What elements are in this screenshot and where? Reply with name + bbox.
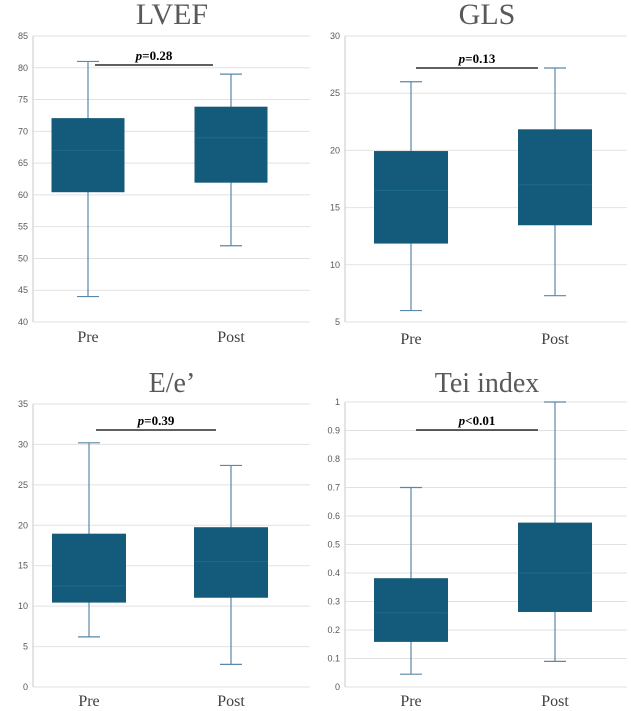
p-value: =0.13 bbox=[465, 51, 496, 66]
y-tick-label: 30 bbox=[330, 31, 340, 41]
y-tick-label: 5 bbox=[335, 317, 340, 327]
p-value-label: p<0.01 bbox=[458, 413, 496, 428]
y-tick-label: 0 bbox=[23, 682, 28, 692]
y-tick-label: 0.5 bbox=[327, 540, 340, 550]
y-tick-label: 1 bbox=[335, 397, 340, 407]
p-value-label: p=0.13 bbox=[458, 51, 496, 66]
y-tick-label: 75 bbox=[18, 95, 28, 105]
y-tick-label: 70 bbox=[18, 126, 28, 136]
y-tick-label: 0.7 bbox=[327, 483, 340, 493]
box-pre bbox=[374, 81, 448, 312]
y-tick-label: 15 bbox=[18, 561, 28, 571]
y-tick-label: 80 bbox=[18, 63, 28, 73]
boxplot-panel-4: 0 0.1 0.2 0.3 0.4 0.5 0.6 0.7 0.8 0.9 1 Tei index Pr… bbox=[327, 368, 627, 710]
x-category-label: Post bbox=[217, 329, 245, 346]
y-tick-label: 10 bbox=[330, 260, 340, 270]
iqr-box bbox=[51, 118, 125, 193]
x-category-label: Pre bbox=[400, 693, 421, 710]
y-tick-label: 25 bbox=[330, 88, 340, 98]
y-tick-label: 40 bbox=[18, 317, 28, 327]
x-category-label: Pre bbox=[400, 331, 421, 348]
p-value: =0.39 bbox=[144, 413, 175, 428]
x-category-label: Pre bbox=[77, 329, 98, 346]
box-pre bbox=[52, 442, 126, 638]
x-category-label: Pre bbox=[78, 693, 99, 710]
y-tick-label: 0.6 bbox=[327, 511, 340, 521]
boxplot-panel-1: 40 45 50 55 60 65 70 75 80 85 LVEF Pre Post p=0.28 bbox=[18, 0, 310, 346]
iqr-box bbox=[518, 522, 592, 612]
p-value-label: p=0.28 bbox=[135, 48, 173, 63]
box-post bbox=[518, 67, 592, 297]
iqr-box bbox=[52, 533, 126, 603]
y-tick-label: 85 bbox=[18, 31, 28, 41]
y-tick-label: 65 bbox=[18, 158, 28, 168]
y-tick-label: 0 bbox=[335, 682, 340, 692]
y-tick-label: 20 bbox=[330, 145, 340, 155]
y-tick-label: 0.8 bbox=[327, 454, 340, 464]
chart-title: GLS bbox=[459, 0, 516, 31]
x-category-label: Post bbox=[541, 331, 569, 348]
p-symbol: p bbox=[458, 51, 466, 66]
chart-title: Tei index bbox=[435, 368, 540, 399]
iqr-box bbox=[194, 106, 268, 183]
p-symbol: p bbox=[135, 48, 143, 63]
y-tick-label: 0.3 bbox=[327, 597, 340, 607]
y-tick-label: 0.1 bbox=[327, 654, 340, 664]
y-tick-label: 0.4 bbox=[327, 568, 340, 578]
chart-title: E/e’ bbox=[149, 368, 196, 399]
iqr-box bbox=[374, 578, 448, 642]
y-tick-label: 25 bbox=[18, 480, 28, 490]
iqr-box bbox=[374, 151, 448, 244]
boxplot-panel-2: 5 10 15 20 25 30 GLS Pre Post p=0.13 bbox=[330, 0, 627, 348]
iqr-box bbox=[518, 129, 592, 226]
y-tick-label: 20 bbox=[18, 520, 28, 530]
box-post bbox=[194, 464, 268, 665]
p-value-label: p=0.39 bbox=[137, 413, 175, 428]
boxplot-panel-3: 0 5 10 15 20 25 30 35 E/e’ Pre Post p=0.39 bbox=[18, 368, 310, 710]
iqr-box bbox=[194, 527, 268, 598]
x-category-label: Post bbox=[217, 693, 245, 710]
box-pre bbox=[374, 486, 448, 675]
box-post bbox=[194, 73, 268, 247]
y-tick-label: 30 bbox=[18, 439, 28, 449]
y-tick-label: 10 bbox=[18, 601, 28, 611]
p-symbol: p bbox=[137, 413, 145, 428]
y-tick-label: 50 bbox=[18, 253, 28, 263]
chart-title: LVEF bbox=[136, 0, 208, 31]
y-tick-label: 55 bbox=[18, 222, 28, 232]
y-tick-label: 60 bbox=[18, 190, 28, 200]
p-value: <0.01 bbox=[465, 413, 495, 428]
p-value: =0.28 bbox=[142, 48, 173, 63]
box-pre bbox=[51, 60, 125, 298]
x-category-label: Post bbox=[541, 693, 569, 710]
p-symbol: p bbox=[458, 413, 466, 428]
y-tick-label: 35 bbox=[18, 399, 28, 409]
y-tick-label: 15 bbox=[330, 203, 340, 213]
y-tick-label: 0.9 bbox=[327, 426, 340, 436]
y-tick-label: 5 bbox=[23, 642, 28, 652]
box-post bbox=[518, 401, 592, 662]
y-tick-label: 0.2 bbox=[327, 625, 340, 635]
y-tick-label: 45 bbox=[18, 285, 28, 295]
